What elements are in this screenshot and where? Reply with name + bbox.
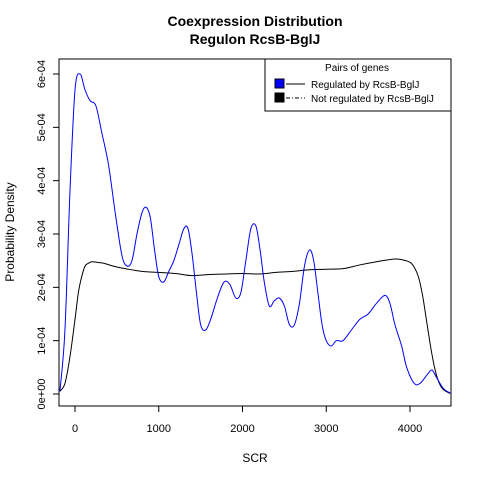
y-tick-label: 6e-04 xyxy=(36,60,48,88)
legend-swatch-not-regulated xyxy=(274,92,285,103)
legend-title: Pairs of genes xyxy=(325,63,389,74)
y-axis: 0e+00 1e-04 2e-04 3e-04 4e-04 5e-04 6e-04 xyxy=(36,60,59,410)
y-tick-label: 2e-04 xyxy=(36,273,48,301)
y-tick-label: 4e-04 xyxy=(36,167,48,195)
x-tick-label: 4000 xyxy=(398,423,422,435)
series-line-not-regulated xyxy=(59,258,451,394)
plot-frame xyxy=(58,58,452,407)
series-layer xyxy=(59,73,451,394)
legend-label-not-regulated: Not regulated by RcsB-BglJ xyxy=(311,94,434,105)
y-tick-label: 1e-04 xyxy=(36,327,48,355)
x-axis-label: SCR xyxy=(242,451,268,465)
series-line-regulated xyxy=(59,73,451,394)
y-tick-label: 0e+00 xyxy=(36,379,48,410)
legend-box xyxy=(264,58,452,112)
chart-subtitle: Regulon RcsB-BglJ xyxy=(190,31,321,47)
y-axis-label: Probability Density xyxy=(3,182,17,281)
y-tick-label: 5e-04 xyxy=(36,113,48,141)
x-tick-label: 3000 xyxy=(314,423,338,435)
x-tick-label: 0 xyxy=(72,423,78,435)
legend: Pairs of genes Regulated by RcsB-BglJ No… xyxy=(264,58,452,112)
x-tick-label: 1000 xyxy=(147,423,171,435)
y-tick-label: 3e-04 xyxy=(36,220,48,248)
legend-swatch-regulated xyxy=(274,78,285,89)
chart-title: Coexpression Distribution xyxy=(167,13,342,29)
x-axis: 0 1000 2000 3000 4000 xyxy=(72,406,422,435)
legend-label-regulated: Regulated by RcsB-BglJ xyxy=(311,80,419,91)
x-tick-label: 2000 xyxy=(230,423,254,435)
